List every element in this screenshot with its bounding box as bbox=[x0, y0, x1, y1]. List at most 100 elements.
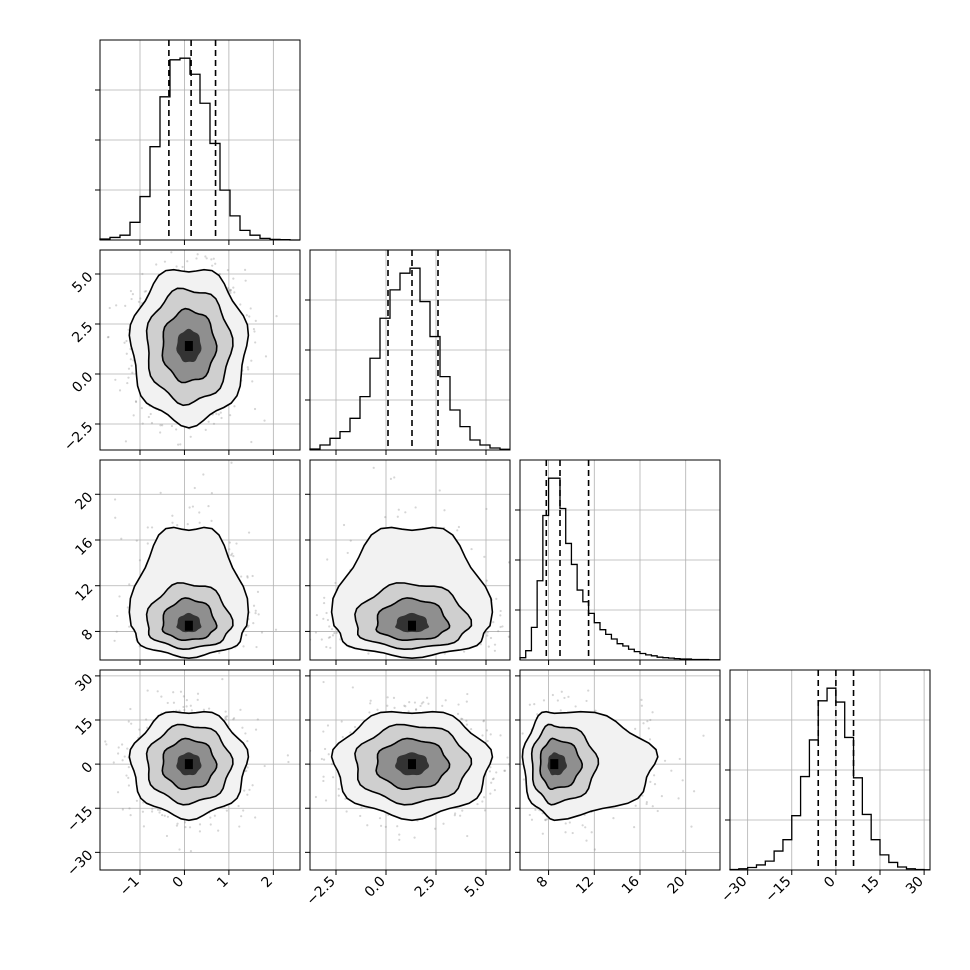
scatter-point bbox=[221, 678, 224, 681]
scatter-point bbox=[466, 834, 469, 838]
scatter-point bbox=[460, 717, 463, 720]
scatter-point bbox=[367, 652, 370, 655]
scatter-point bbox=[332, 776, 335, 779]
scatter-point bbox=[397, 508, 400, 511]
scatter-point bbox=[465, 719, 468, 722]
scatter-point bbox=[175, 265, 178, 268]
scatter-point bbox=[492, 777, 495, 780]
histogram-step bbox=[519, 477, 720, 661]
scatter-point bbox=[249, 307, 252, 310]
density-contour bbox=[161, 737, 218, 790]
scatter-point bbox=[690, 825, 693, 828]
scatter-point bbox=[260, 631, 264, 634]
scatter-point bbox=[254, 728, 258, 731]
histogram-panel-0 bbox=[95, 39, 301, 241]
scatter-point bbox=[749, 697, 751, 699]
scatter-point bbox=[230, 553, 233, 557]
scatter-point bbox=[172, 701, 176, 704]
scatter-point bbox=[459, 814, 462, 817]
scatter-point bbox=[470, 547, 473, 551]
scatter-point bbox=[344, 797, 347, 800]
scatter-point bbox=[503, 769, 506, 772]
scatter-point bbox=[176, 524, 179, 527]
scatter-point bbox=[507, 635, 510, 638]
scatter-point bbox=[427, 702, 430, 705]
scatter-point bbox=[230, 461, 233, 464]
scatter-point bbox=[490, 781, 493, 784]
scatter-point bbox=[218, 273, 221, 276]
scatter-point bbox=[239, 708, 242, 711]
scatter-point bbox=[163, 814, 166, 817]
scatter-point bbox=[151, 807, 154, 810]
scatter-point bbox=[224, 710, 227, 713]
panel-frame bbox=[99, 39, 301, 241]
scatter-point bbox=[369, 702, 372, 705]
scatter-point bbox=[245, 769, 248, 772]
scatter-point bbox=[127, 376, 130, 379]
scatter-point bbox=[172, 496, 174, 498]
scatter-point bbox=[330, 628, 334, 631]
scatter-point bbox=[333, 632, 336, 635]
scatter-point bbox=[483, 555, 486, 558]
scatter-point bbox=[441, 704, 444, 707]
scatter-point bbox=[499, 609, 502, 613]
scatter-point bbox=[107, 335, 110, 339]
scatter-point bbox=[189, 704, 192, 707]
scatter-point bbox=[228, 289, 231, 293]
scatter-point bbox=[322, 601, 326, 605]
scatter-point bbox=[146, 689, 149, 692]
scatter-point bbox=[434, 827, 437, 830]
histogram-step bbox=[309, 267, 510, 450]
scatter-point bbox=[183, 708, 186, 712]
scatter-point bbox=[422, 701, 425, 704]
scatter-point bbox=[202, 473, 205, 476]
scatter-point bbox=[528, 703, 531, 706]
scatter-point bbox=[495, 597, 498, 600]
scatter-point bbox=[483, 796, 486, 799]
scatter-point bbox=[327, 753, 330, 756]
scatter-point bbox=[246, 793, 249, 796]
scatter-point bbox=[245, 634, 248, 637]
scatter-point bbox=[178, 709, 181, 712]
scatter-point bbox=[186, 260, 189, 263]
scatter-point bbox=[129, 358, 132, 361]
scatter-point bbox=[557, 653, 559, 655]
panel-content bbox=[100, 250, 300, 498]
scatter-point bbox=[127, 784, 131, 787]
scatter-point bbox=[275, 315, 278, 318]
scatter-point bbox=[323, 747, 327, 751]
scatter-point bbox=[360, 806, 363, 809]
scatter-point bbox=[166, 701, 169, 705]
scatter-point bbox=[163, 260, 167, 263]
density-peak bbox=[408, 620, 416, 631]
scatter-point bbox=[193, 486, 196, 490]
scatter-point bbox=[130, 722, 133, 725]
scatter-point bbox=[386, 704, 389, 707]
scatter-point bbox=[563, 696, 566, 700]
scatter-point bbox=[389, 477, 393, 480]
scatter-point bbox=[209, 816, 212, 819]
scatter-point bbox=[127, 776, 130, 779]
scatter-point bbox=[516, 630, 518, 632]
scatter-point bbox=[486, 739, 489, 743]
scatter-point bbox=[246, 366, 249, 369]
scatter-point bbox=[128, 807, 131, 810]
scatter-point bbox=[247, 624, 250, 627]
scatter-point bbox=[349, 731, 352, 734]
scatter-point bbox=[196, 253, 199, 256]
scatter-point bbox=[485, 729, 489, 732]
scatter-point bbox=[248, 788, 251, 791]
scatter-point bbox=[204, 255, 207, 258]
scatter-point bbox=[426, 696, 429, 699]
scatter-point bbox=[457, 525, 460, 529]
scatter-point bbox=[442, 822, 445, 825]
scatter-point bbox=[210, 519, 213, 522]
scatter-point bbox=[190, 709, 193, 712]
scatter-point bbox=[207, 707, 211, 710]
scatter-point bbox=[210, 491, 213, 495]
scatter-point bbox=[324, 799, 328, 802]
density-peak bbox=[184, 759, 193, 770]
density-contour bbox=[161, 597, 218, 641]
scatter-point bbox=[443, 509, 446, 512]
scatter-point bbox=[296, 756, 298, 758]
